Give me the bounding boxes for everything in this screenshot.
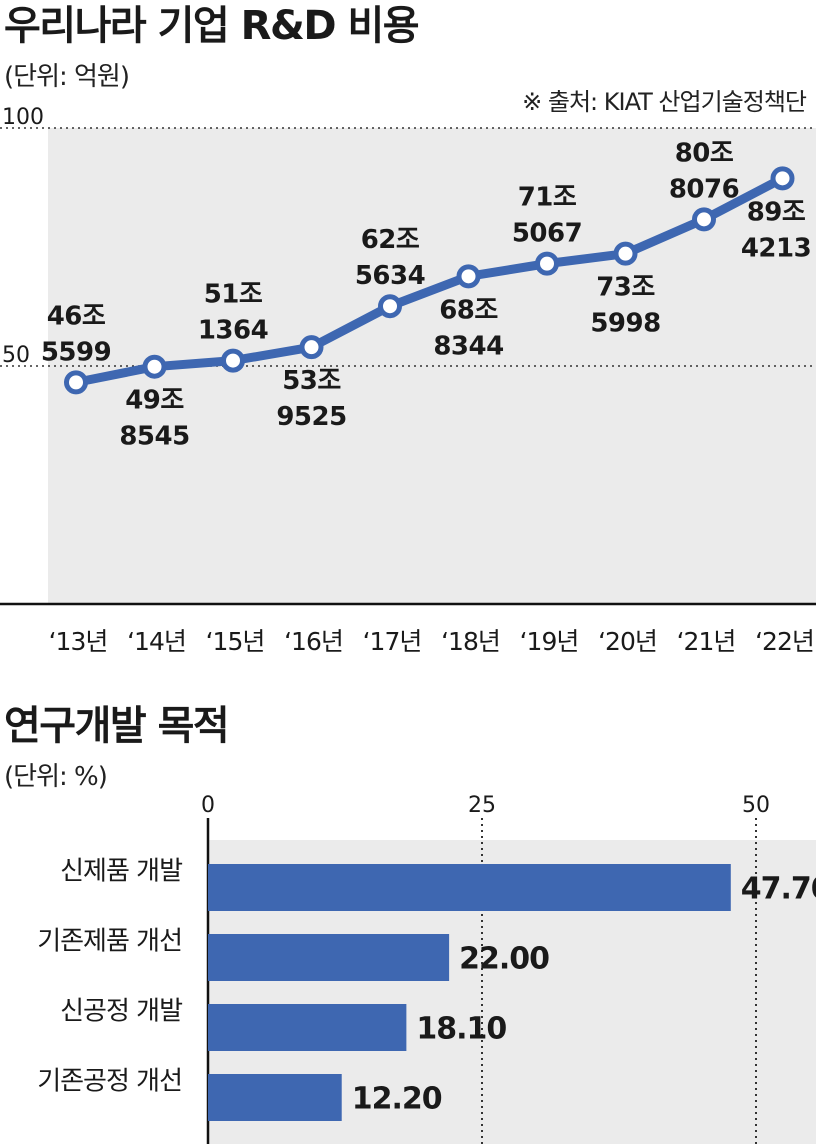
data-label: 5998 <box>590 309 660 339</box>
line-chart-unit: (단위: 억원) <box>4 62 130 92</box>
source-note: ※ 출처: KIAT 산업기술정책단 <box>522 88 807 116</box>
x-tick-label: ‘13년 <box>49 627 108 656</box>
x-tick-label: 25 <box>468 793 496 818</box>
data-point <box>142 354 167 379</box>
bar-value-label: 18.10 <box>416 1012 506 1047</box>
x-tick-label: ‘16년 <box>284 627 343 656</box>
data-label: 8344 <box>433 331 503 361</box>
bar <box>208 1074 342 1121</box>
data-point <box>770 166 795 191</box>
y-tick-label: 100 <box>2 105 44 130</box>
x-tick-label: ‘20년 <box>598 627 657 656</box>
data-label: 5067 <box>512 219 582 249</box>
category-label: 신제품 개발 <box>60 857 182 887</box>
data-label: 1364 <box>198 316 268 346</box>
data-point <box>299 335 324 360</box>
bar-value-label: 22.00 <box>459 942 549 977</box>
x-tick-label: 50 <box>742 793 770 818</box>
data-label: 80조 <box>675 138 734 168</box>
data-label: 53조 <box>282 366 341 396</box>
x-tick-label: ‘17년 <box>363 627 422 656</box>
data-label: 49조 <box>125 386 184 416</box>
data-label: 68조 <box>439 295 498 325</box>
category-label: 기존제품 개선 <box>37 927 182 957</box>
data-label: 51조 <box>204 280 263 310</box>
bar-value-label: 47.70 <box>741 872 816 907</box>
bar <box>208 864 731 911</box>
x-tick-label: ‘18년 <box>441 627 500 656</box>
bar-value-label: 12.20 <box>352 1082 442 1117</box>
x-tick-label: ‘22년 <box>755 627 814 656</box>
data-point <box>64 370 88 395</box>
data-point <box>221 348 245 373</box>
data-label: 71조 <box>518 183 577 213</box>
data-point <box>692 207 716 232</box>
line-chart-title: 우리나라 기업 R&D 비용 <box>4 3 420 49</box>
data-point <box>613 241 638 266</box>
x-tick-label: ‘15년 <box>206 627 265 656</box>
data-point <box>535 251 559 276</box>
data-label: 9525 <box>276 402 346 432</box>
data-label: 8545 <box>119 422 189 452</box>
data-label: 46조 <box>47 301 106 331</box>
data-label: 89조 <box>747 197 806 227</box>
data-point <box>456 264 481 289</box>
x-tick-label: ‘21년 <box>677 627 736 656</box>
data-label: 8076 <box>669 174 739 204</box>
data-label: 73조 <box>596 273 655 303</box>
line-chart: 46조 5599 49조 8545 51조 1364 53조 9525 62조 5634 68조 83… <box>0 105 816 656</box>
data-label: 5634 <box>355 261 425 291</box>
category-label: 기존공정 개선 <box>37 1067 182 1097</box>
data-label: 5599 <box>41 337 111 367</box>
x-tick-label: 0 <box>201 793 215 818</box>
category-label: 신공정 개발 <box>60 997 182 1027</box>
y-tick-label: 50 <box>2 343 30 368</box>
x-tick-label: ‘19년 <box>520 627 579 656</box>
bar <box>208 934 450 981</box>
bar <box>208 1004 407 1051</box>
data-point <box>378 294 402 319</box>
bar-chart-unit: (단위: %) <box>4 762 108 792</box>
data-label: 4213 <box>741 233 811 263</box>
x-tick-label: ‘14년 <box>127 627 186 656</box>
data-label: 62조 <box>361 225 420 255</box>
bar-chart-title: 연구개발 목적 <box>4 703 230 749</box>
series-line <box>71 173 787 387</box>
